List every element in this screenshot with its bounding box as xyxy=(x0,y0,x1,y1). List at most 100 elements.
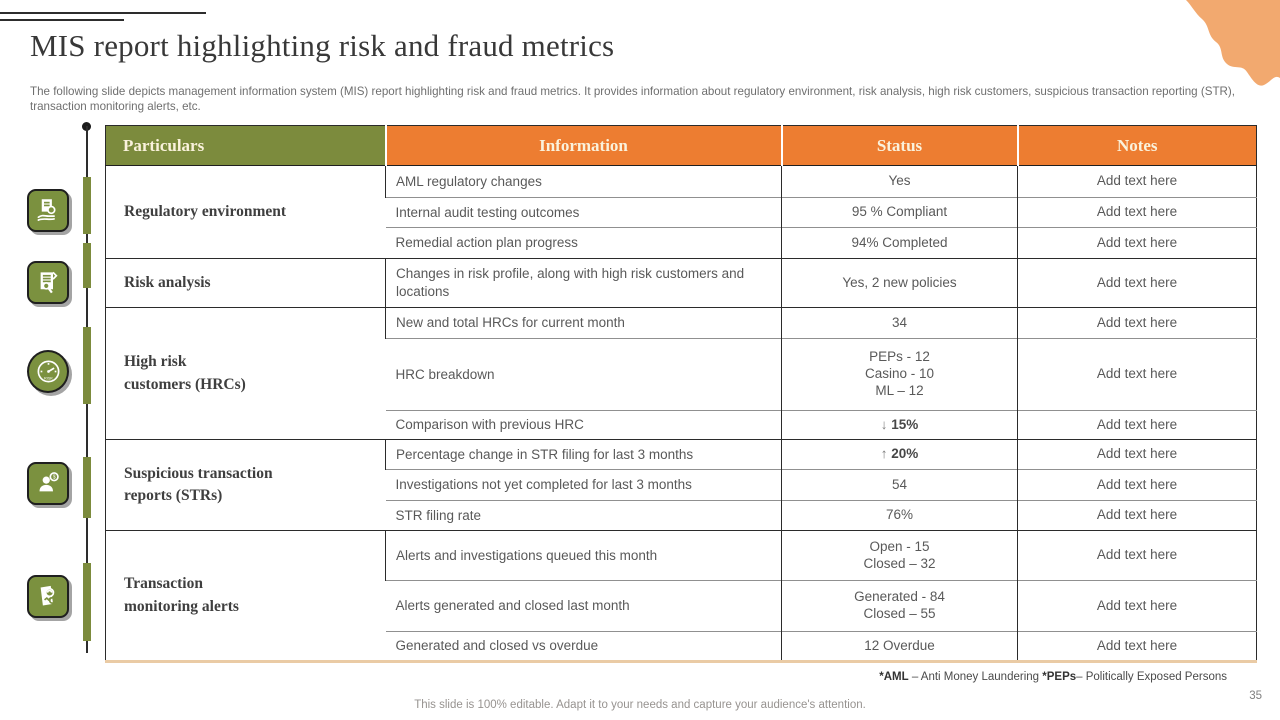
notes-cell[interactable]: Add text here xyxy=(1017,338,1257,411)
information-cell: Generated and closed vs overdue xyxy=(385,631,782,662)
table-row: Comparison with previous HRC ↓ 15% Add tex… xyxy=(106,410,1257,440)
status-cell: 12 Overdue xyxy=(781,631,1018,662)
timeline-segment xyxy=(83,327,91,404)
table-row: Alerts generated and closed last month Ge… xyxy=(106,580,1257,632)
information-cell: Percentage change in STR filing for last… xyxy=(385,439,782,470)
notes-cell[interactable]: Add text here xyxy=(1017,227,1257,259)
notes-cell[interactable]: Add text here xyxy=(1017,469,1257,501)
status-cell: ↓ 15% xyxy=(781,410,1018,440)
status-cell: 76% xyxy=(781,500,1018,531)
status-line: Open - 15 xyxy=(869,538,930,554)
table-row: Investigations not yet completed for las… xyxy=(106,469,1257,501)
down-arrow-icon: ↓ xyxy=(880,416,892,432)
table-row: Risk analysis Changes in risk profile, al… xyxy=(105,258,1257,308)
information-cell: Internal audit testing outcomes xyxy=(385,197,782,228)
header-particulars: Particulars xyxy=(105,125,386,166)
header-information: Information xyxy=(384,125,782,166)
table-row: Remedial action plan progress 94% Complet… xyxy=(106,227,1257,259)
footnote-abbr-aml: *AML xyxy=(879,671,909,683)
monitoring-search-report-icon xyxy=(27,575,69,618)
table-row: Generated and closed vs overdue 12 Overdu… xyxy=(106,631,1257,662)
table-row: Regulatory environment AML regulatory cha… xyxy=(105,165,1257,259)
notes-cell[interactable]: Add text here xyxy=(1017,530,1257,581)
suspicious-person-money-icon: $ xyxy=(27,462,69,505)
status-line: PEPs - 12 xyxy=(869,349,930,365)
notes-cell[interactable]: Add text here xyxy=(1017,258,1257,308)
footnote-text: – Anti Money Laundering xyxy=(908,671,1043,683)
information-cell: HRC breakdown xyxy=(385,338,782,411)
status-line: Closed – 32 xyxy=(863,555,936,571)
footnote-text: – Politically Exposed Persons xyxy=(1076,671,1227,683)
page-number: 35 xyxy=(1249,690,1262,702)
timeline-segment xyxy=(83,177,91,234)
status-cell: 54 xyxy=(781,469,1018,501)
notes-cell[interactable]: Add text here xyxy=(1017,631,1257,662)
table-row: Transaction monitoring alerts Alerts and … xyxy=(105,530,1257,662)
notes-cell[interactable]: Add text here xyxy=(1017,580,1257,632)
timeline-segment xyxy=(83,243,91,288)
table-row: High risk customers (HRCs) New and total … xyxy=(105,307,1257,440)
timeline-segment xyxy=(83,563,91,641)
footnote-abbr-peps: *PEPs xyxy=(1042,671,1077,683)
information-cell: STR filing rate xyxy=(385,500,782,531)
header-status: Status xyxy=(780,125,1018,166)
information-cell: Remedial action plan progress xyxy=(385,227,782,259)
information-cell: AML regulatory changes xyxy=(385,165,782,198)
information-cell: Alerts generated and closed last month xyxy=(385,580,782,632)
notes-cell[interactable]: Add text here xyxy=(1017,307,1257,339)
information-cell: Alerts and investigations queued this mo… xyxy=(385,530,782,581)
information-cell: New and total HRCs for current month xyxy=(385,307,782,339)
svg-text:$: $ xyxy=(52,475,55,481)
editable-note: This slide is 100% editable. Adapt it to… xyxy=(414,699,866,711)
corner-blob-shape xyxy=(1186,0,1280,86)
particular-cell: Transaction monitoring alerts xyxy=(105,530,386,662)
abbreviation-footnote: *AML – Anti Money Laundering *PEPs– Poli… xyxy=(879,671,1227,683)
status-line: Casino - 10 xyxy=(864,366,935,382)
timeline-segment xyxy=(83,457,91,518)
regulatory-hand-document-icon xyxy=(27,189,69,232)
table-header-row: Particulars Information Status Notes xyxy=(105,125,1257,166)
mis-report-table: Particulars Information Status Notes Reg… xyxy=(105,125,1257,663)
information-cell: Comparison with previous HRC xyxy=(385,410,782,440)
header-notes: Notes xyxy=(1016,125,1257,166)
notes-cell[interactable]: Add text here xyxy=(1017,500,1257,531)
status-cell: Generated - 84 Closed – 55 xyxy=(781,580,1018,632)
table-body: Regulatory environment AML regulatory cha… xyxy=(105,165,1257,662)
decorative-line xyxy=(0,12,206,14)
status-line: Generated - 84 xyxy=(854,589,945,605)
status-cell: Yes, 2 new policies xyxy=(781,258,1018,308)
table-row: STR filing rate 76% Add text here xyxy=(106,500,1257,531)
slide-subtitle: The following slide depicts management i… xyxy=(30,85,1235,114)
table-row: Suspicious transaction reports (STRs) Per… xyxy=(105,439,1257,531)
table-row: HRC breakdown PEPs - 12 Casino - 10 ML – 12… xyxy=(106,338,1257,411)
status-value: 20% xyxy=(891,446,919,462)
status-cell: PEPs - 12 Casino - 10 ML – 12 xyxy=(781,338,1018,411)
page-title: MIS report highlighting risk and fraud m… xyxy=(30,28,615,63)
status-cell: 95 % Compliant xyxy=(781,197,1018,228)
notes-cell[interactable]: Add text here xyxy=(1017,165,1257,198)
status-cell: 94% Completed xyxy=(781,227,1018,259)
status-cell: ↑ 20% xyxy=(781,439,1018,470)
decorative-line xyxy=(0,19,124,21)
status-cell: 34 xyxy=(781,307,1018,339)
notes-cell[interactable]: Add text here xyxy=(1017,410,1257,440)
particular-cell: Regulatory environment xyxy=(105,165,386,259)
svg-text:RISK: RISK xyxy=(44,376,53,380)
status-value: 15% xyxy=(891,416,919,432)
particular-cell: Risk analysis xyxy=(105,258,386,308)
particular-cell: Suspicious transaction reports (STRs) xyxy=(105,439,386,531)
particular-cell: High risk customers (HRCs) xyxy=(105,307,386,440)
information-cell: Investigations not yet completed for las… xyxy=(385,469,782,501)
status-line: Closed – 55 xyxy=(863,606,936,621)
status-line: ML – 12 xyxy=(875,382,924,398)
up-arrow-icon: ↑ xyxy=(880,446,892,462)
information-cell: Changes in risk profile, along with high… xyxy=(385,258,782,308)
notes-cell[interactable]: Add text here xyxy=(1017,439,1257,470)
notes-cell[interactable]: Add text here xyxy=(1017,197,1257,228)
risk-gauge-icon: RISK xyxy=(27,350,69,393)
audit-report-icon xyxy=(27,261,69,304)
status-cell: Yes xyxy=(781,165,1018,198)
status-cell: Open - 15 Closed – 32 xyxy=(781,530,1018,581)
table-row: Internal audit testing outcomes 95 % Comp… xyxy=(106,197,1257,228)
